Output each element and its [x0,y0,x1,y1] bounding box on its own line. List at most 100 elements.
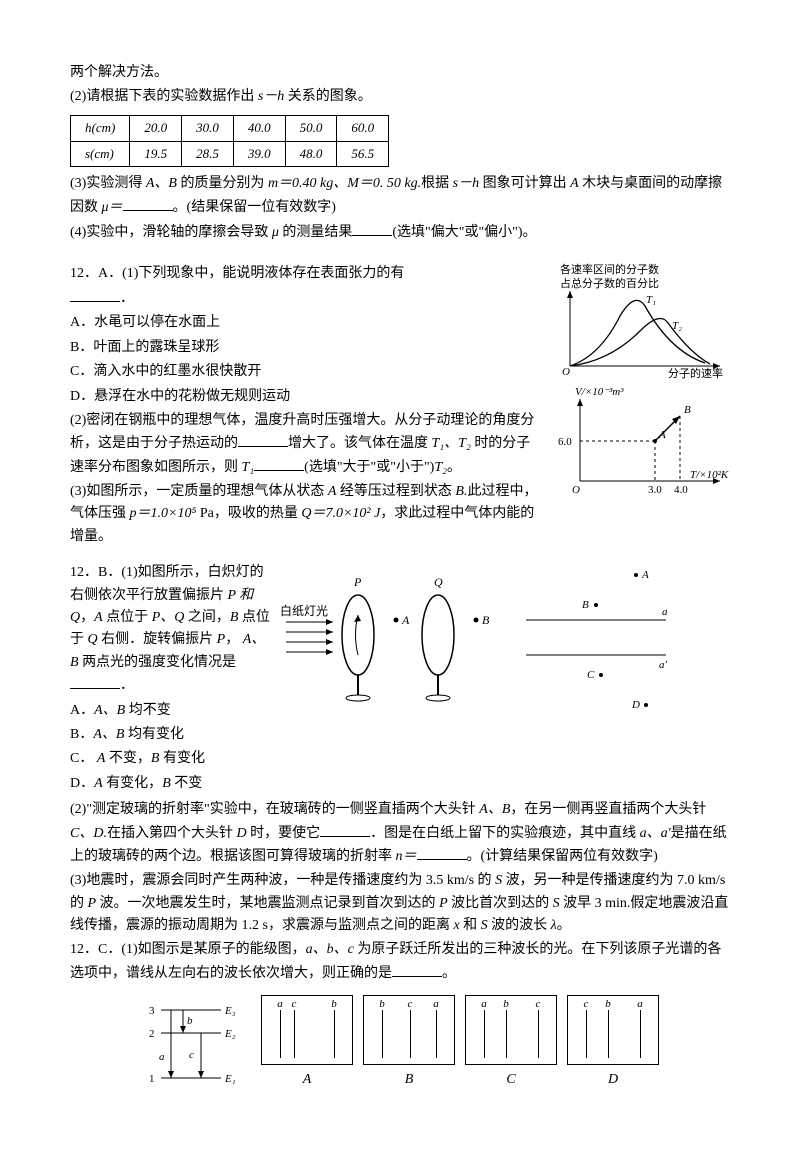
table-row: s(cm) 19.5 28.5 39.0 48.0 56.5 [71,141,389,167]
t: 。(结果保留一位有效数字) [173,200,336,215]
cell: 19.5 [130,141,182,167]
t: Pa，吸收的热量 [196,506,301,521]
t: (选填"偏大"或"偏小")。 [392,225,536,240]
line [586,1010,587,1058]
t: ．图是在白纸上留下的实验痕迹，其中直线 [370,826,640,841]
data-table: h(cm) 20.0 30.0 40.0 50.0 60.0 s(cm) 19.… [70,115,389,168]
arrow-icon [326,649,333,655]
t: Q＝7.0×10² J [301,506,380,521]
arrow-icon [567,291,573,298]
t: 根据 [421,176,453,191]
q12a-title: 12．A．(1)下列现象中，能说明液体存在表面张力的有 [70,263,542,285]
blank [352,221,392,236]
blank [123,196,173,211]
cell: 48.0 [285,141,337,167]
t: s－h [453,176,479,191]
polarizer-p [342,595,374,675]
n1: 1 [149,1073,155,1085]
polarizer-q [422,595,454,675]
table-row: h(cm) 20.0 30.0 40.0 50.0 60.0 [71,115,389,141]
t: 经等压过程到状态 [336,484,455,499]
arrow-icon [326,619,333,625]
t: ． [120,678,134,693]
a-label: A [641,569,649,581]
label: B [363,1069,455,1091]
q12b-text1: 12．B．(1)如图所示，白炽灯的右侧依次平行放置偏振片 P 和 Q，A 点位于… [70,560,270,797]
t: 有变化 [159,751,205,766]
t1-label: T₁ [646,294,656,306]
t: 的质量分别为 [177,176,268,191]
t: 。 [447,460,461,475]
cell: 56.5 [337,141,389,167]
opt-a: A．A、B 均不变 [70,700,270,722]
spectrum-b: b c a B [363,995,455,1091]
n3: 3 [149,1005,155,1017]
t: a、a′ [640,826,671,841]
energy-diagram: 3 E₃ 2 E₂ 1 E₁ b a c [141,998,251,1088]
l2-post: 关系的图象。 [284,89,372,104]
point-a [394,618,399,623]
arrow-icon [577,399,583,406]
t: (3)地震时，震源会同时产生两种波，一种是传播速度约为 3.5 km/s 的 [70,873,495,888]
t: 的测量结果 [279,225,353,240]
q12a-figures: 各速率区间的分子数 占总分子数的百分比 T₁ T₂ O 分子的速率 V/×10⁻… [550,261,730,501]
blank [417,845,467,860]
opt-a: A．水黾可以停在水面上 [70,312,542,334]
t: 有变化， [103,776,163,791]
arrow-icon [354,615,361,622]
t: 图象可计算出 [479,176,570,191]
t: 在插入第四个大头针 [107,826,237,841]
t: T₂ [434,460,447,475]
x4: 4.0 [674,484,688,496]
q12c: 12．C．(1)如图示是某原子的能级图，a、b、c 为原子跃迁所发出的三种波长的… [70,939,730,985]
line [280,1010,281,1058]
intro-line2: (2)请根据下表的实验数据作出 s－h 关系的图象。 [70,86,730,108]
point-a [653,439,657,443]
a-edge-label: a [662,606,668,618]
t: S [553,896,560,911]
box: b c a [363,995,455,1065]
t: 之间， [184,610,230,625]
opt-b: B．叶面上的露珠呈球形 [70,337,542,359]
t: (3)如图所示，一定质量的理想气体从状态 [70,484,328,499]
line [484,1010,485,1058]
cell: 60.0 [337,115,389,141]
e2: E₂ [224,1028,236,1040]
t: 12．C．(1)如图示是某原子的能级图， [70,942,306,957]
opt-d: D．悬浮在水中的花粉做无规则运动 [70,386,542,408]
t: C、D. [70,826,107,841]
pin-c [599,673,603,677]
q12a-row: 12．A．(1)下列现象中，能说明液体存在表面张力的有 ． A．水黾可以停在水面… [70,261,730,551]
q3: (3)实验测得 A、B 的质量分别为 m＝0.40 kg、M＝0. 50 kg.… [70,173,730,219]
q12a-text: 12．A．(1)下列现象中，能说明液体存在表面张力的有 ． A．水黾可以停在水面… [70,261,542,551]
q12a-p2: (2)密闭在钢瓶中的理想气体，温度升高时压强增大。从分子动理论的角度分析，这是由… [70,410,542,479]
t: μ [272,225,279,240]
t: D． [70,776,94,791]
t: A、B [479,802,510,817]
opt-b: B．A、B 均有变化 [70,724,270,746]
ylabel: V/×10⁻³m³ [575,386,624,398]
t: 波。一次地震发生时，某地震监测点记录到首次到达的 [96,896,439,911]
q12b-p3: (3)地震时，震源会同时产生两种波，一种是传播速度约为 3.5 km/s 的 S… [70,870,730,937]
box: c b a [567,995,659,1065]
label: A [261,1069,353,1091]
t: A、B [94,703,125,718]
cell: 39.0 [233,141,285,167]
line [294,1010,295,1058]
blank [238,432,288,447]
cell: 30.0 [182,115,234,141]
line [608,1010,609,1058]
l2-sh: s－h [258,89,284,104]
opt-c: C．滴入水中的红墨水很快散开 [70,361,542,383]
line [382,1010,383,1058]
t: 波比首次到达的 [448,896,553,911]
c-label: c [189,1049,194,1061]
t: P [88,896,97,911]
t: C． [70,751,97,766]
a-label: A [658,429,666,441]
t: A [570,176,579,191]
t: T₁、T₂ [432,436,471,451]
arrow-icon [168,1071,174,1078]
t: 不变 [171,776,203,791]
arrow-icon [198,1071,204,1078]
